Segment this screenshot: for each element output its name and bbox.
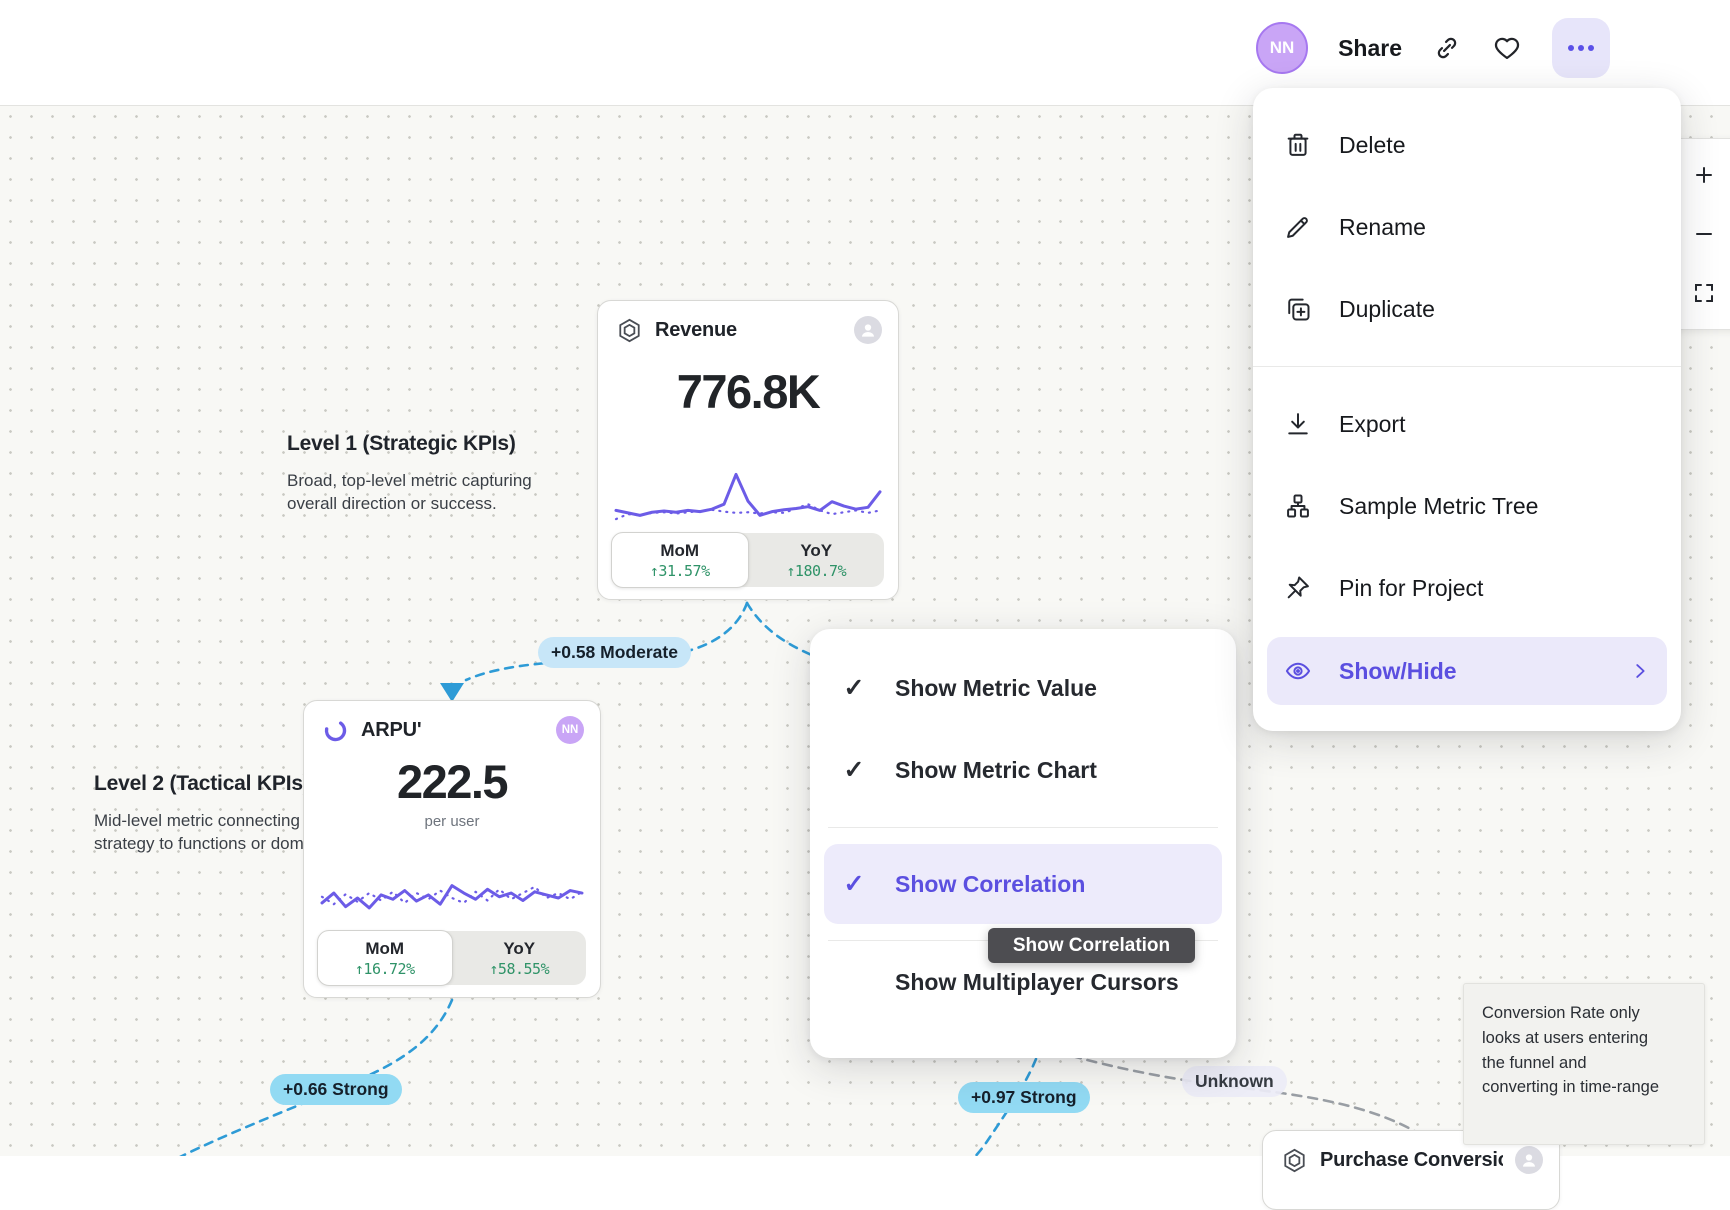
person-icon xyxy=(1523,1154,1535,1167)
collaborator-avatar[interactable]: NN xyxy=(556,716,584,744)
check-icon: ✓ xyxy=(843,870,865,898)
zoom-out-button[interactable] xyxy=(1684,214,1724,254)
correlation-badge: +0.58 Moderate xyxy=(538,637,691,668)
menu-item-delete[interactable]: Delete xyxy=(1253,104,1681,186)
note-line2: looks at users entering xyxy=(1482,1028,1649,1047)
assignee-avatar[interactable] xyxy=(854,316,882,344)
card-title: Revenue xyxy=(655,318,737,341)
card-title: Purchase Conversion R xyxy=(1320,1148,1503,1171)
chevron-right-icon xyxy=(1629,660,1651,682)
trash-icon xyxy=(1287,133,1309,156)
menu-divider xyxy=(1253,366,1681,367)
mom-change-value: ↑31.57% xyxy=(649,561,710,580)
menu-item-export[interactable]: Export xyxy=(1253,383,1681,465)
ellipsis-icon xyxy=(1578,45,1584,51)
level1-desc-line2: overall direction or success. xyxy=(287,493,497,513)
ellipsis-icon xyxy=(1588,45,1594,51)
correlation-badge: +0.66 Strong xyxy=(270,1074,402,1105)
menu-item-sample-metric-tree[interactable]: Sample Metric Tree xyxy=(1253,465,1681,547)
arc-metric-icon xyxy=(324,719,347,741)
menu-divider xyxy=(828,827,1218,828)
fit-view-button[interactable] xyxy=(1684,273,1724,313)
level1-title: Level 1 (Strategic KPIs) xyxy=(287,432,516,455)
menu-item-duplicate[interactable]: Duplicate xyxy=(1253,268,1681,350)
note-line1: Conversion Rate only xyxy=(1482,1004,1640,1022)
zoom-in-button[interactable] xyxy=(1684,155,1724,195)
check-icon: ✓ xyxy=(843,674,865,702)
metric-card-arpu[interactable]: ARPU' NN 222.5 per user MoM ↑16.72% YoY … xyxy=(303,700,601,998)
user-avatar[interactable]: NN xyxy=(1256,22,1309,74)
metric-unit: per user xyxy=(424,813,480,830)
plus-icon xyxy=(1696,166,1712,183)
duplicate-icon xyxy=(1288,298,1310,321)
level2-annotation: Level 2 (Tactical KPIs) Mid-level metric… xyxy=(94,772,313,856)
tab-yoy[interactable]: YoY ↑58.55% xyxy=(489,938,550,978)
note-line4: converting in time-range xyxy=(1482,1078,1660,1097)
menu-item-show-multiplayer-cursors[interactable]: Show Multiplayer Cursors xyxy=(895,968,1179,995)
period-toggle: MoM ↑16.72% YoY ↑58.55% xyxy=(317,930,586,986)
level2-title: Level 2 (Tactical KPIs) xyxy=(94,772,310,795)
copy-link-button[interactable] xyxy=(1432,33,1462,63)
canvas-note[interactable]: Conversion Rate only looks at users ente… xyxy=(1463,983,1705,1145)
tab-mom[interactable]: MoM ↑16.72% xyxy=(317,930,453,986)
level1-annotation: Level 1 (Strategic KPIs) Broad, top-leve… xyxy=(287,432,532,516)
person-icon xyxy=(862,324,874,337)
menu-item-show-hide[interactable]: Show/Hide xyxy=(1267,637,1667,705)
card-title: ARPU' xyxy=(361,718,422,741)
hexagon-metric-icon xyxy=(619,318,640,342)
show-correlation-tooltip: Show Correlation xyxy=(988,928,1195,963)
correlation-badge: +0.97 Strong xyxy=(958,1082,1090,1113)
metric-sparkline xyxy=(322,867,582,929)
period-toggle: MoM ↑31.57% YoY ↑180.7% xyxy=(611,532,884,588)
expand-icon xyxy=(1695,284,1713,303)
correlation-badge-unknown: Unknown xyxy=(1182,1066,1287,1097)
mom-change-value: ↑16.72% xyxy=(354,959,415,978)
level2-desc-line1: Mid-level metric connecting xyxy=(94,811,300,830)
download-icon xyxy=(1288,413,1308,435)
view-options-menu: ✓ Show Metric Value ✓ Show Metric Chart … xyxy=(810,629,1236,1058)
metric-sparkline xyxy=(616,467,880,529)
menu-item-pin-for-project[interactable]: Pin for Project xyxy=(1253,547,1681,629)
heart-icon xyxy=(1494,37,1520,60)
metric-card-revenue[interactable]: Revenue 776.8K MoM ↑31.57% YoY ↑180.7% xyxy=(597,300,899,600)
level1-desc-line1: Broad, top-level metric capturing xyxy=(287,471,532,490)
link-icon xyxy=(1437,37,1457,59)
check-icon: ✓ xyxy=(843,756,865,784)
level2-desc-line2: strategy to functions or doma xyxy=(94,833,314,853)
eye-icon xyxy=(1285,662,1311,680)
share-button[interactable]: Share xyxy=(1338,34,1402,61)
minus-icon xyxy=(1696,232,1712,235)
more-options-menu: Delete Rename Duplicate Export Sample Me… xyxy=(1253,88,1681,731)
menu-item-show-correlation[interactable]: ✓ Show Correlation xyxy=(824,844,1222,924)
tab-yoy[interactable]: YoY ↑180.7% xyxy=(786,540,847,580)
ellipsis-icon xyxy=(1568,45,1574,51)
menu-item-show-metric-chart[interactable]: ✓ Show Metric Chart xyxy=(810,729,1236,811)
yoy-change-value: ↑58.55% xyxy=(489,959,550,978)
tab-mom[interactable]: MoM ↑31.57% xyxy=(611,532,749,588)
app-header: NN Share xyxy=(0,0,1730,105)
menu-item-rename[interactable]: Rename xyxy=(1253,186,1681,268)
pencil-icon xyxy=(1287,217,1308,238)
metric-value: 776.8K xyxy=(676,365,821,418)
more-options-button[interactable] xyxy=(1552,18,1610,78)
metric-value: 222.5 xyxy=(396,755,509,808)
hexagon-metric-icon xyxy=(1284,1148,1305,1172)
tree-icon xyxy=(1287,494,1309,518)
favorite-button[interactable] xyxy=(1492,33,1522,63)
pin-icon xyxy=(1287,576,1309,599)
assignee-avatar[interactable] xyxy=(1515,1146,1543,1174)
yoy-change-value: ↑180.7% xyxy=(786,561,847,580)
menu-item-show-metric-value[interactable]: ✓ Show Metric Value xyxy=(810,647,1236,729)
note-line3: the funnel and xyxy=(1482,1053,1587,1072)
